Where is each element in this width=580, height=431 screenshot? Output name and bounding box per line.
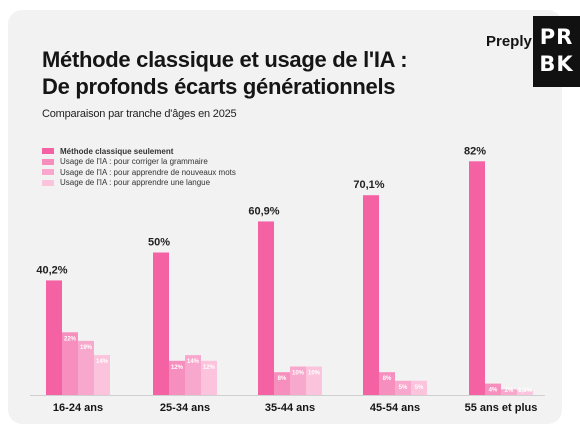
- data-label-small: 1,5%: [518, 388, 532, 394]
- data-label-small: 22%: [64, 336, 77, 342]
- legend-swatch: [42, 148, 54, 154]
- bar: [363, 195, 379, 395]
- bar: [501, 389, 517, 395]
- bar: [306, 366, 322, 395]
- data-label: 40,2%: [36, 264, 67, 276]
- legend-item: Usage de l'IA : pour corriger la grammai…: [42, 157, 236, 167]
- data-label-small: 10%: [308, 371, 321, 377]
- brand-logo: Preply: [486, 33, 532, 50]
- bar: [258, 221, 274, 395]
- data-label-small: 12%: [203, 365, 216, 371]
- legend-label: Méthode classique seulement: [60, 146, 174, 156]
- legend-swatch: [42, 169, 54, 175]
- legend-item: Usage de l'IA : pour apprendre de nouvea…: [42, 167, 236, 177]
- legend-swatch: [42, 179, 54, 186]
- bar: [290, 366, 306, 395]
- legend-item: Méthode classique seulement: [42, 146, 236, 156]
- bar: [469, 161, 485, 395]
- bar: [201, 360, 217, 395]
- bar: [274, 372, 290, 395]
- bar: [185, 355, 201, 395]
- data-label: 50%: [148, 237, 170, 249]
- data-label-small: 5%: [399, 385, 408, 391]
- bar: [153, 252, 169, 395]
- chart-legend: Méthode classique seulement Usage de l'I…: [42, 146, 236, 188]
- bar: [94, 355, 110, 395]
- data-label-small: 12%: [171, 365, 184, 371]
- data-label-small: 14%: [187, 359, 200, 365]
- category-label: 35-44 ans: [265, 402, 315, 414]
- data-label: 60,9%: [248, 205, 279, 217]
- chart-subtitle: Comparaison par tranche d'âges en 2025: [42, 108, 237, 120]
- data-label-small: 2%: [505, 388, 514, 394]
- bar: [485, 383, 501, 395]
- category-label: 16-24 ans: [53, 402, 103, 414]
- data-label-small: 8%: [278, 376, 287, 382]
- data-label-small: 5%: [415, 385, 424, 391]
- chart-title: Méthode classique et usage de l'IA : De …: [42, 46, 442, 100]
- title-line-1: Méthode classique et usage de l'IA :: [42, 47, 408, 72]
- category-label: 25-34 ans: [160, 402, 210, 414]
- legend-label: Usage de l'IA : pour corriger la grammai…: [60, 157, 208, 166]
- data-label-small: 4%: [489, 388, 498, 394]
- bar: [517, 390, 533, 395]
- data-label-small: 8%: [383, 376, 392, 382]
- legend-label: Usage de l'IA : pour apprendre de nouvea…: [60, 167, 236, 177]
- purepeople-badge: PR BK: [533, 16, 580, 87]
- legend-label: Usage de l'IA : pour apprendre une langu…: [60, 178, 211, 187]
- data-label-small: 10%: [292, 371, 305, 377]
- data-label-small: 19%: [80, 345, 93, 351]
- bar: [78, 340, 94, 395]
- legend-swatch: [42, 158, 54, 165]
- bar: [62, 332, 78, 395]
- category-label: 55 ans et plus: [465, 402, 538, 414]
- data-label: 70,1%: [353, 179, 384, 191]
- bar: [411, 380, 427, 395]
- title-line-2: De profonds écarts générationnels: [42, 74, 396, 99]
- bar: [379, 372, 395, 395]
- bar: [395, 380, 411, 395]
- data-label-small: 14%: [96, 359, 109, 365]
- bar: [169, 360, 185, 395]
- category-label: 45-54 ans: [370, 402, 420, 414]
- bar: [46, 280, 62, 395]
- data-label: 82%: [464, 145, 486, 157]
- legend-item: Usage de l'IA : pour apprendre une langu…: [42, 178, 236, 188]
